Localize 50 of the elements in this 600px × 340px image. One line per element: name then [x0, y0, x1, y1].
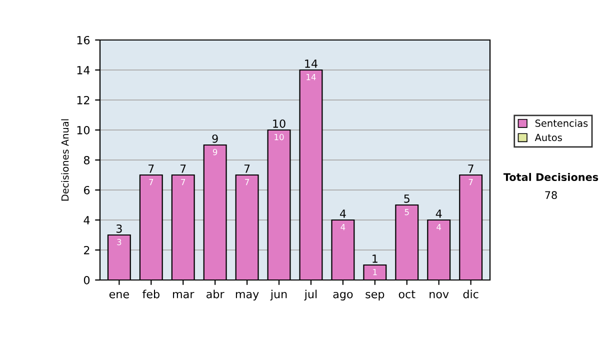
y-tick-label: 6 [84, 186, 90, 194]
annotation: 7 [468, 164, 474, 173]
data-label: 4 [436, 224, 442, 230]
data-label: 9 [212, 148, 218, 156]
data-label: 4 [340, 224, 346, 230]
x-tick-label: jul [304, 290, 317, 300]
x-tick-label: dic [463, 290, 478, 298]
x-tick-label: feb [142, 290, 160, 298]
annotation: 7 [244, 164, 250, 173]
data-label: 7 [181, 179, 186, 186]
annotation: 4 [436, 210, 442, 218]
x-tick-label: sep [366, 292, 384, 300]
data-label: 10 [274, 134, 284, 140]
y-tick-label: 10 [77, 126, 90, 134]
x-tick-label: mar [173, 292, 194, 298]
annotation: 10 [273, 119, 286, 128]
y-tick-label: 0 [84, 276, 90, 284]
legend-label: Autos [534, 134, 562, 142]
y-tick-label: 4 [84, 216, 90, 224]
x-tick-label: jun [270, 290, 287, 300]
y-tick-label: 16 [77, 36, 90, 44]
text: Total Decisiones [503, 172, 598, 182]
annotation: 9 [212, 134, 218, 143]
x-tick-label: nov [430, 292, 449, 298]
data-label: 7 [468, 179, 473, 186]
annotation: 5 [404, 194, 410, 203]
text: 78 [545, 191, 557, 200]
y-tick-label: 2 [84, 246, 90, 254]
annotation: 1 [372, 254, 378, 263]
data-label: 14 [306, 74, 316, 80]
data-label: 7 [245, 179, 249, 186]
x-tick-label: ene [109, 292, 129, 298]
data-label: 5 [404, 209, 409, 216]
annotation: 7 [148, 164, 154, 173]
data-label: 7 [149, 179, 154, 186]
data-label: 3 [117, 238, 122, 246]
y-tick-label: 8 [84, 156, 90, 164]
y-tick-label: 12 [77, 96, 90, 104]
annotation: 14 [305, 60, 318, 68]
annotation: 4 [340, 210, 346, 218]
x-tick-label: may [236, 292, 259, 300]
x-tick-label: abr [206, 290, 224, 298]
x-tick-label: ago [333, 292, 353, 300]
legend-label: Sentencias [535, 119, 588, 127]
annotation: 7 [180, 164, 186, 173]
y-axis-title: Decisiones Anual [61, 119, 69, 201]
x-tick-label: oct [398, 290, 416, 298]
annotation: 3 [116, 224, 122, 233]
y-tick-label: 14 [77, 66, 90, 74]
data-label: 1 [373, 269, 377, 276]
